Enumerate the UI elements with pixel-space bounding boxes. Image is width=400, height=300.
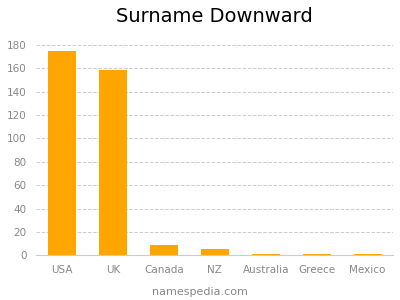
Bar	[303, 254, 331, 255]
Bar	[48, 51, 76, 255]
Title: Surname Downward: Surname Downward	[116, 7, 313, 26]
Bar	[201, 250, 229, 255]
Bar	[150, 245, 178, 255]
Bar	[354, 254, 382, 255]
Bar	[252, 254, 280, 255]
Bar	[99, 70, 127, 255]
Text: namespedia.com: namespedia.com	[152, 287, 248, 297]
